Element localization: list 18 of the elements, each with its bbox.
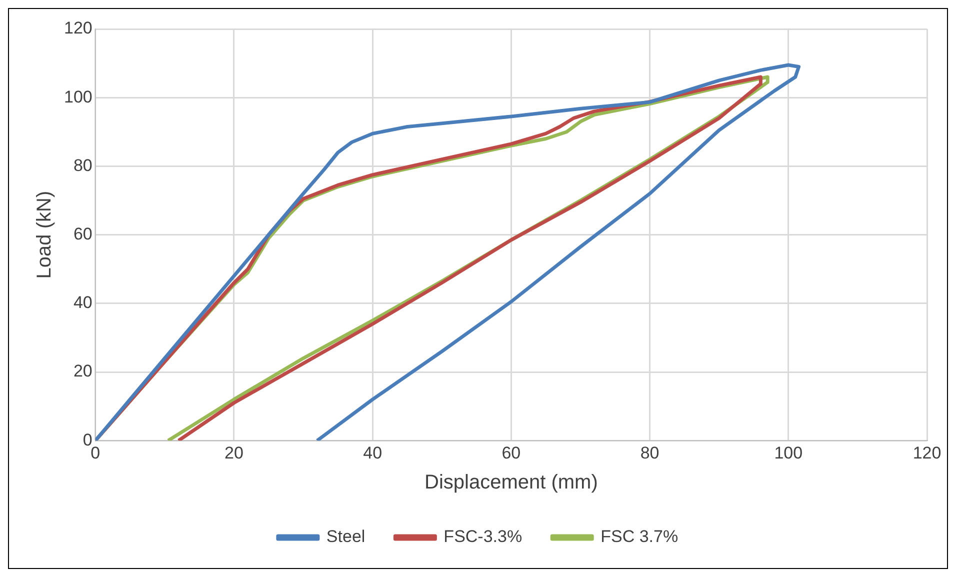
y-axis-title: Load (kN) — [34, 190, 56, 279]
x-tick-label: 60 — [502, 443, 521, 462]
legend-label: Steel — [326, 527, 366, 546]
x-tick-label: 80 — [640, 443, 660, 462]
y-tick-label: 40 — [73, 293, 92, 312]
y-tick-label: 20 — [73, 362, 92, 381]
x-tick-label: 20 — [224, 443, 244, 462]
x-tick-label: 40 — [363, 443, 382, 462]
x-axis-title: Displacement (mm) — [424, 472, 598, 494]
y-tick-label: 60 — [73, 224, 92, 244]
y-tick-label: 0 — [82, 430, 92, 450]
y-tick-label: 80 — [73, 156, 92, 175]
legend-label: FSC-3.3% — [444, 527, 522, 546]
y-tick-label: 120 — [64, 18, 92, 38]
x-tick-label: 100 — [774, 443, 803, 462]
x-tick-label: 120 — [912, 443, 942, 462]
legend-label: FSC 3.7% — [600, 527, 678, 546]
y-tick-label: 100 — [64, 87, 92, 106]
